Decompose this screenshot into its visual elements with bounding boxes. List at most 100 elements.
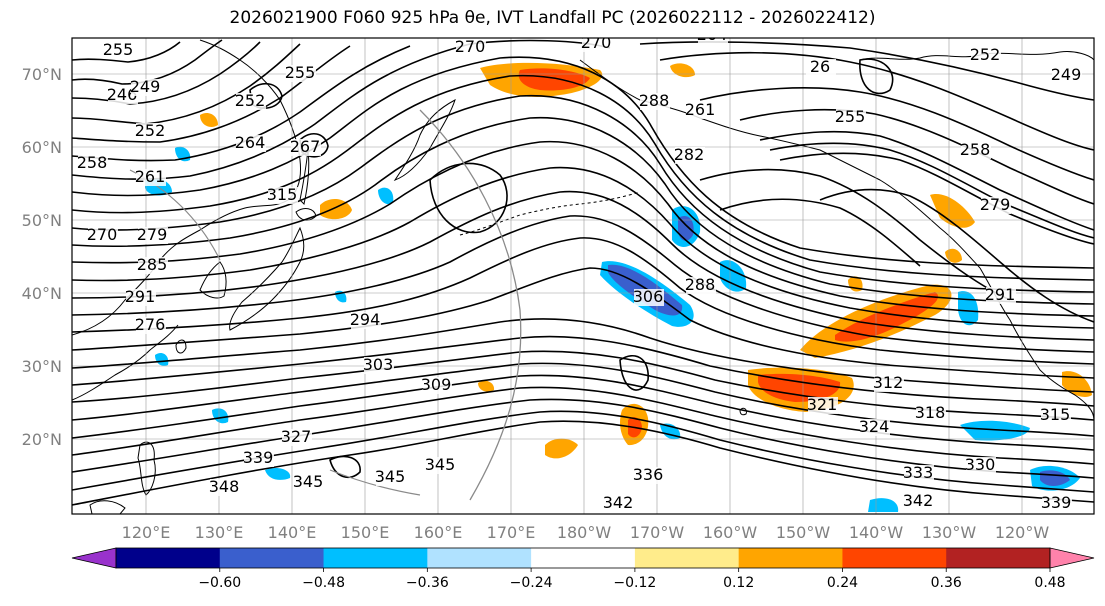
contour-label-background: [981, 197, 1011, 214]
theta-e-contour: [699, 168, 1011, 301]
landfall-arc: [329, 469, 421, 496]
latitude-label: 50°N: [22, 211, 62, 230]
contour-label-background: [904, 493, 934, 510]
contour-label-background: [1041, 407, 1071, 424]
theta-e-contour: [699, 87, 1094, 181]
contour-label: 270: [87, 225, 118, 244]
colorbar-segment: [531, 548, 636, 568]
contour-label-background: [916, 405, 946, 422]
contour-label: 261: [135, 167, 166, 186]
contour-label-background: [904, 465, 934, 482]
coastline-taiwan: [175, 339, 187, 354]
contour-label: 333: [903, 463, 934, 482]
contour-label: 294: [350, 310, 381, 329]
contour-label: 345: [293, 472, 324, 491]
contour-label: 258: [960, 140, 991, 159]
colorbar-tick-label: −0.48: [302, 575, 345, 591]
colorbar-segment: [219, 548, 325, 568]
longitude-label: 150°W: [776, 523, 831, 542]
theta-e-contour: [72, 94, 1094, 293]
contour-label-background: [236, 93, 266, 110]
contour-label-background: [961, 142, 991, 159]
contour-label: 339: [1041, 493, 1072, 512]
contour-label-background: [364, 357, 394, 374]
positive-anomaly-blob: [545, 438, 578, 459]
contour-label: 291: [985, 285, 1016, 304]
theta-e-contour: [72, 166, 1094, 329]
contour-label-background: [286, 65, 316, 82]
contour-label-background: [236, 135, 266, 152]
latitude-label: 40°N: [22, 284, 62, 303]
contour-label: 252: [235, 91, 266, 110]
contour-label: 246: [107, 85, 138, 104]
theta-e-contour: [72, 318, 1094, 393]
contour-label: 264: [235, 133, 266, 152]
contour-label: 249: [1051, 65, 1082, 84]
contour-label: 26: [810, 57, 830, 76]
map-frame: [71, 37, 1095, 515]
colorbar-over-arrow: [1049, 547, 1095, 569]
contour-label: 252: [970, 45, 1001, 64]
contour-label-background: [836, 109, 866, 126]
contour-label: 324: [859, 417, 890, 436]
contour-label: 327: [281, 427, 312, 446]
positive-anomaly-blob: [930, 194, 975, 228]
theta-e-contour: [619, 355, 649, 391]
contour-label: 318: [915, 403, 946, 422]
contour-label: 342: [903, 491, 934, 510]
contour-label-background: [686, 277, 716, 294]
contour-label-background: [456, 39, 486, 56]
theta-e-contour: [759, 130, 1094, 231]
contour-label-background: [604, 495, 634, 512]
theta-e-contour: [72, 140, 1094, 317]
coastline-north-america: [979, 267, 1094, 421]
theta-e-contour: [72, 362, 1094, 437]
contour-label: 249: [130, 77, 161, 96]
contour-label-background: [860, 419, 890, 436]
theta-e-contour: [72, 190, 1094, 341]
positive-anomaly-blob: [835, 292, 939, 342]
contour-label: 339: [243, 448, 274, 467]
colorbar-tick-label: 0.48: [1034, 575, 1065, 591]
latitude-labels: 70°N 60°N 50°N 40°N 30°N 20°N: [22, 65, 62, 449]
contour-label-background: [634, 289, 664, 306]
contour-label: 309: [421, 375, 452, 394]
contour-label-background: [808, 397, 838, 414]
theta-e-contour: [72, 237, 1094, 365]
contour-label: 270: [455, 37, 486, 56]
colorbar-segment: [634, 548, 740, 568]
contour-label: 261: [685, 100, 716, 119]
theta-e-contour: [72, 215, 1094, 353]
theta-e-contour: [72, 43, 301, 125]
theta-e-contour: [779, 152, 1094, 245]
contour-label-background: [426, 457, 456, 474]
latitude-label: 20°N: [22, 430, 62, 449]
longitude-label: 160°E: [414, 523, 463, 542]
colorbar-segment: [116, 548, 221, 568]
contour-label-background: [874, 375, 904, 392]
contour-label-background: [291, 139, 321, 156]
contour-label-background: [78, 155, 108, 172]
contour-label: 306: [633, 287, 664, 306]
contour-label-background: [136, 317, 166, 334]
contour-label-background: [422, 377, 452, 394]
coastline-korea: [199, 261, 227, 299]
theta-e-contour: [72, 374, 1094, 451]
contour-label-background: [131, 79, 161, 96]
positive-anomaly-blob: [200, 113, 218, 127]
contour-label-background: [244, 450, 274, 467]
contour-label-background: [971, 47, 1001, 64]
longitude-label: 140°W: [849, 523, 904, 542]
colorbar-tick-label: −0.60: [198, 575, 241, 591]
coastline-indonesia: [89, 500, 126, 514]
negative-anomaly-blob: [155, 353, 169, 366]
longitude-label: 170°E: [487, 523, 536, 542]
contour-label-background: [1052, 67, 1082, 84]
contour-label-background: [126, 289, 156, 306]
contour-label: 291: [125, 287, 156, 306]
contour-label: 285: [137, 255, 168, 274]
contour-label-background: [268, 187, 298, 204]
contour-label: 345: [425, 455, 456, 474]
